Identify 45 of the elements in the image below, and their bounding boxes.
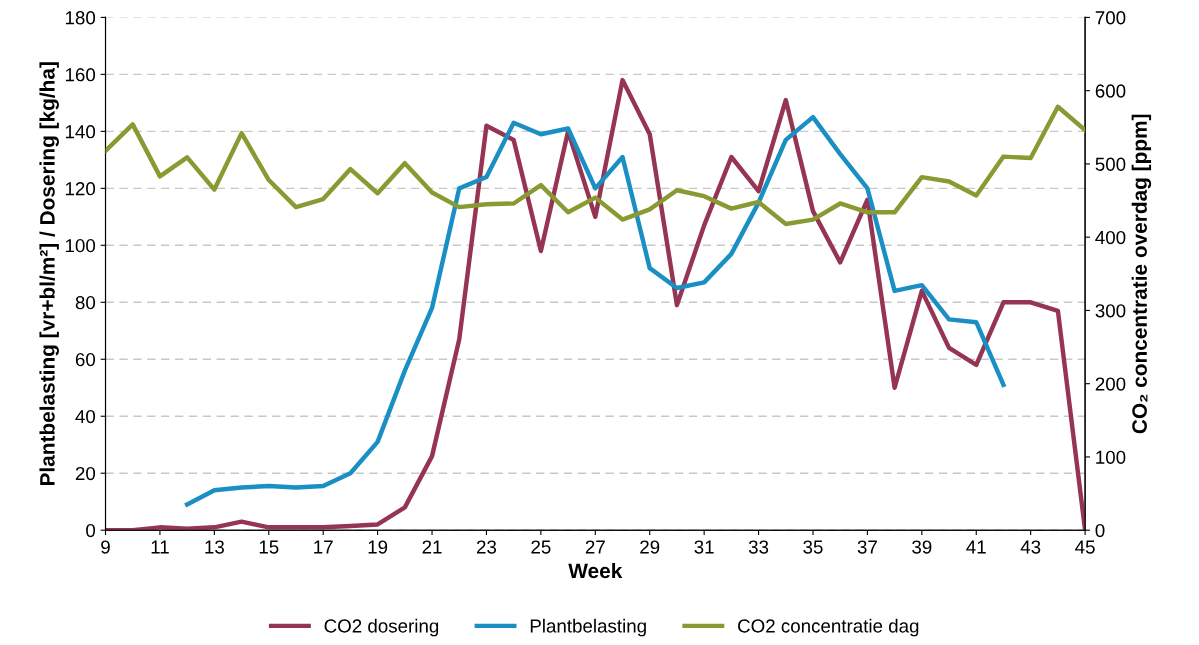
line-series	[184, 114, 1006, 507]
x-tick-label: 11	[151, 540, 169, 554]
x-tick-label: 45	[1075, 540, 1095, 554]
y-tick-label: 140	[65, 125, 96, 139]
x-tick-label: 23	[476, 540, 497, 554]
x-tick-label: 25	[531, 540, 551, 554]
x-tick-label: 37	[857, 540, 877, 554]
x-tick-label: 29	[640, 540, 660, 554]
y2-tick-label: 600	[1095, 84, 1126, 98]
y2-axis-title: CO₂ concentratie overdag [ppm]	[1131, 114, 1152, 434]
y-tick-label: 40	[75, 409, 96, 424]
y2-tick-label: 400	[1095, 230, 1126, 245]
y2-tick-label: 100	[1096, 450, 1126, 464]
x-tick-label: 15	[259, 540, 279, 554]
y-tick-label: 100	[65, 239, 96, 253]
y-tick-label: 180	[65, 11, 96, 25]
legend-label: CO2 dosering	[324, 618, 439, 637]
x-tick-label: 39	[912, 540, 932, 554]
y2-tick-label: 700	[1095, 11, 1126, 25]
y-axis-title: Plantbelasting [vr+bl/m²] / Dosering [kg/ha]	[39, 62, 59, 486]
y-tick-label: 60	[75, 352, 96, 367]
y2-tick-label: 0	[1095, 523, 1105, 538]
y2-tick-label: 300	[1095, 304, 1126, 318]
legend-label: Plantbelasting	[530, 618, 646, 637]
y-tick-label: 120	[65, 182, 96, 196]
x-tick-label: 19	[368, 540, 388, 554]
y2-tick-label: 200	[1095, 377, 1126, 391]
line-series	[105, 104, 1086, 227]
x-tick-label: 9	[101, 540, 110, 554]
x-tick-label: 33	[748, 540, 769, 554]
y2-tick-label: 500	[1095, 157, 1126, 171]
x-tick-label: 35	[803, 540, 823, 554]
x-tick-label: 13	[205, 540, 224, 554]
x-tick-label: 17	[314, 540, 333, 554]
y-tick-label: 160	[65, 68, 96, 82]
x-axis-title: Week	[568, 562, 623, 579]
y-tick-label: 20	[75, 466, 96, 481]
x-tick-label: 43	[1020, 540, 1041, 554]
x-tick-label: 31	[694, 540, 714, 554]
legend-label: CO2 concentratie dag	[738, 618, 919, 637]
x-tick-label: 27	[585, 540, 605, 554]
x-tick-label: 41	[966, 540, 986, 554]
x-tick-label: 21	[422, 540, 442, 554]
y-tick-label: 80	[75, 295, 96, 310]
y-tick-label: 0	[86, 523, 96, 538]
